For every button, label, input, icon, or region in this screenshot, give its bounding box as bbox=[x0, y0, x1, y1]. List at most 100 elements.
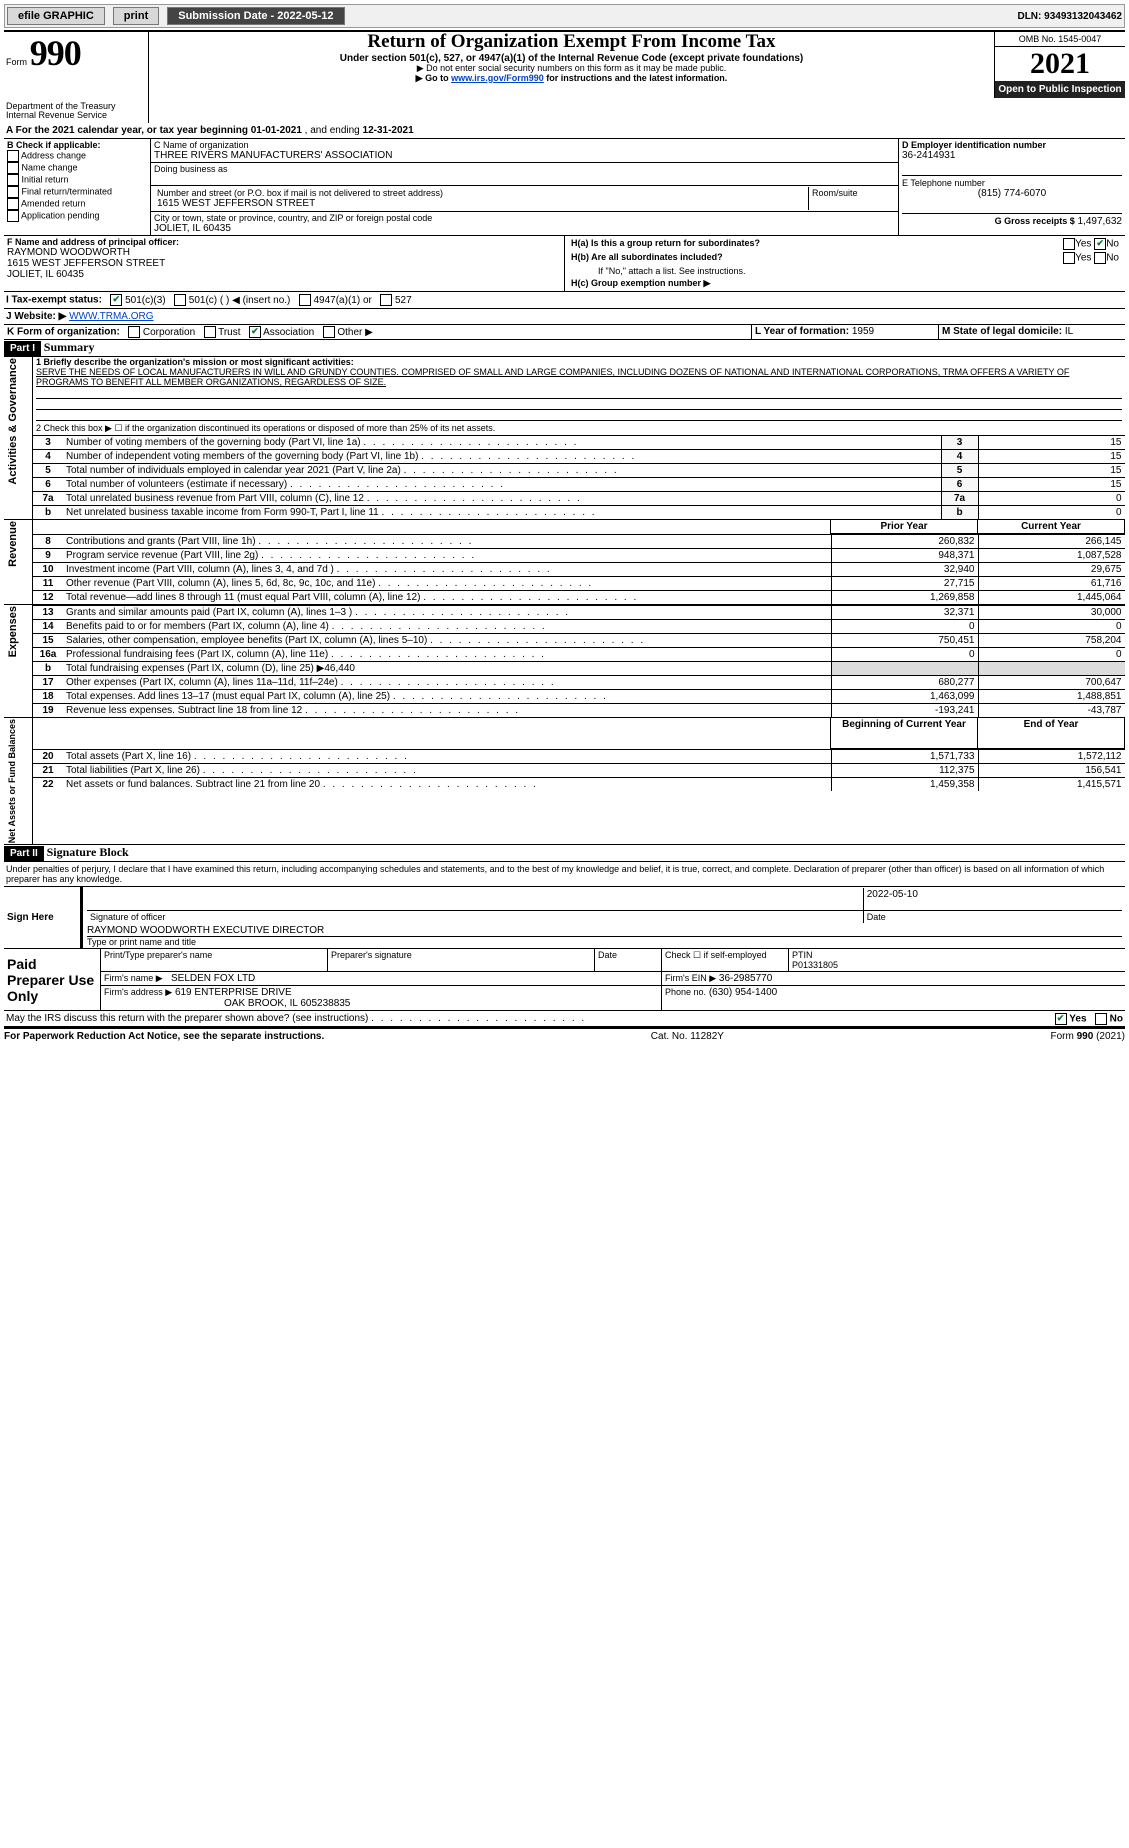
box-k-label: K Form of organization: bbox=[7, 327, 120, 338]
line2-text: 2 Check this box ▶ ☐ if the organization… bbox=[33, 422, 1125, 435]
box-i-row: I Tax-exempt status: 501(c)(3) 501(c) ( … bbox=[4, 291, 1125, 309]
line-number: 3 bbox=[33, 436, 63, 450]
boxb-item: Amended return bbox=[7, 198, 147, 210]
current-value: 758,204 bbox=[978, 634, 1125, 648]
line-desc: Total assets (Part X, line 16) bbox=[63, 750, 831, 764]
current-value: 1,415,571 bbox=[978, 778, 1125, 792]
line-number: 4 bbox=[33, 450, 63, 464]
boxi-checkbox[interactable] bbox=[110, 294, 122, 306]
hc-label: H(c) Group exemption number ▶ bbox=[568, 277, 1122, 290]
netassets-side-label: Net Assets or Fund Balances bbox=[7, 719, 17, 843]
discuss-no-checkbox[interactable] bbox=[1095, 1013, 1107, 1025]
boxb-item: Final return/terminated bbox=[7, 186, 147, 198]
boxb-checkbox[interactable] bbox=[7, 186, 19, 198]
dba-label: Doing business as bbox=[154, 164, 895, 174]
boxk-checkbox[interactable] bbox=[204, 326, 216, 338]
hb-no-checkbox[interactable] bbox=[1094, 252, 1106, 264]
line-value: 15 bbox=[978, 436, 1125, 450]
line-number: 19 bbox=[33, 704, 63, 718]
omb-number: OMB No. 1545-0047 bbox=[995, 32, 1125, 47]
prior-value: 680,277 bbox=[831, 676, 978, 690]
website-link[interactable]: WWW.TRMA.ORG bbox=[69, 311, 153, 322]
paid-preparer-table: Paid Preparer Use Only Print/Type prepar… bbox=[4, 948, 1125, 1010]
beginning-year-header: Beginning of Current Year bbox=[831, 718, 978, 749]
boxb-checkbox[interactable] bbox=[7, 162, 19, 174]
part2-header-row: Part II Signature Block bbox=[4, 844, 1125, 862]
box-c-name-label: C Name of organization bbox=[154, 140, 895, 150]
ha-no-checkbox[interactable] bbox=[1094, 238, 1106, 250]
pp-self-employed: Check ☐ if self-employed bbox=[662, 949, 789, 972]
period-label-a: A For the 2021 calendar year, or tax yea… bbox=[6, 125, 248, 136]
state-domicile: IL bbox=[1065, 326, 1073, 337]
revenue-side-label: Revenue bbox=[7, 521, 19, 567]
box-g-label: G Gross receipts $ bbox=[995, 216, 1075, 226]
ha-yes-checkbox[interactable] bbox=[1063, 238, 1075, 250]
part1-table: Activities & Governance 1 Briefly descri… bbox=[4, 357, 1125, 844]
pp-name-label: Print/Type preparer's name bbox=[101, 949, 328, 972]
prior-value: 27,715 bbox=[831, 577, 978, 591]
prior-value: 260,832 bbox=[831, 535, 978, 549]
boxk-checkbox[interactable] bbox=[128, 326, 140, 338]
boxb-checkbox[interactable] bbox=[7, 174, 19, 186]
firm-addr2: OAK BROOK, IL 605238835 bbox=[104, 998, 350, 1009]
end-year-header: End of Year bbox=[978, 718, 1125, 749]
pra-notice: For Paperwork Reduction Act Notice, see … bbox=[4, 1031, 324, 1042]
boxi-checkbox[interactable] bbox=[380, 294, 392, 306]
prior-value: 1,459,358 bbox=[831, 778, 978, 792]
line-number: 20 bbox=[33, 750, 63, 764]
sign-here-label: Sign Here bbox=[4, 887, 82, 948]
line-desc: Program service revenue (Part VIII, line… bbox=[63, 549, 831, 563]
hb-yes-checkbox[interactable] bbox=[1063, 252, 1075, 264]
current-value: 61,716 bbox=[978, 577, 1125, 591]
print-button[interactable]: print bbox=[113, 7, 159, 25]
boxb-checkbox[interactable] bbox=[7, 150, 19, 162]
line-desc: Total fundraising expenses (Part IX, col… bbox=[63, 662, 831, 676]
line-desc: Total number of individuals employed in … bbox=[63, 464, 941, 478]
boxb-checkbox[interactable] bbox=[7, 210, 19, 222]
boxb-item: Application pending bbox=[7, 210, 147, 222]
line-number: 17 bbox=[33, 676, 63, 690]
boxi-checkbox[interactable] bbox=[174, 294, 186, 306]
phone-value: (630) 954-1400 bbox=[709, 987, 777, 998]
signature-table: Sign Here 2022-05-10 Signature of office… bbox=[4, 887, 1125, 948]
ha-label: H(a) Is this a group return for subordin… bbox=[568, 237, 1006, 251]
period-begin: 01-01-2021 bbox=[251, 125, 302, 136]
current-value: 0 bbox=[978, 620, 1125, 634]
hb-label: H(b) Are all subordinates included? bbox=[568, 251, 1006, 265]
cat-number: Cat. No. 11282Y bbox=[651, 1031, 724, 1042]
prior-year-header: Prior Year bbox=[831, 520, 978, 534]
firm-addr1: 619 ENTERPRISE DRIVE bbox=[175, 987, 292, 998]
street-label: Number and street (or P.O. box if mail i… bbox=[157, 188, 805, 198]
box-f-label: F Name and address of principal officer: bbox=[7, 237, 561, 247]
discuss-yes-label: Yes bbox=[1069, 1014, 1086, 1025]
open-inspection: Open to Public Inspection bbox=[995, 81, 1125, 98]
discuss-yes-checkbox[interactable] bbox=[1055, 1013, 1067, 1025]
phone-label: Phone no. bbox=[665, 987, 706, 997]
k-l-m-row: K Form of organization: Corporation Trus… bbox=[4, 325, 1125, 340]
year-formation: 1959 bbox=[852, 326, 874, 337]
boxk-checkbox[interactable] bbox=[323, 326, 335, 338]
line-desc: Total number of volunteers (estimate if … bbox=[63, 478, 941, 492]
line-value: 15 bbox=[978, 464, 1125, 478]
officer-name-title: RAYMOND WOODWORTH EXECUTIVE DIRECTOR bbox=[87, 925, 1122, 937]
expenses-side-label: Expenses bbox=[7, 606, 19, 657]
current-year-header: Current Year bbox=[978, 520, 1125, 534]
line-ref: 7a bbox=[941, 492, 978, 506]
prior-value: 1,571,733 bbox=[831, 750, 978, 764]
officer-name: RAYMOND WOODWORTH bbox=[7, 247, 561, 258]
hb-no-label: No bbox=[1106, 253, 1119, 264]
ptin-value: P01331805 bbox=[792, 960, 838, 970]
firm-addr-label: Firm's address ▶ bbox=[104, 987, 172, 997]
line-desc: Salaries, other compensation, employee b… bbox=[63, 634, 831, 648]
street-value: 1615 WEST JEFFERSON STREET bbox=[157, 198, 805, 209]
line-number: 16a bbox=[33, 648, 63, 662]
page-footer: For Paperwork Reduction Act Notice, see … bbox=[4, 1027, 1125, 1042]
box-d-label: D Employer identification number bbox=[902, 140, 1122, 150]
line-desc: Other revenue (Part VIII, column (A), li… bbox=[63, 577, 831, 591]
boxi-checkbox[interactable] bbox=[299, 294, 311, 306]
boxk-checkbox[interactable] bbox=[249, 326, 261, 338]
current-value: 29,675 bbox=[978, 563, 1125, 577]
boxb-checkbox[interactable] bbox=[7, 198, 19, 210]
instructions-link[interactable]: www.irs.gov/Form990 bbox=[451, 73, 544, 83]
form-header: Form 990 Department of the Treasury Inte… bbox=[4, 30, 1125, 123]
